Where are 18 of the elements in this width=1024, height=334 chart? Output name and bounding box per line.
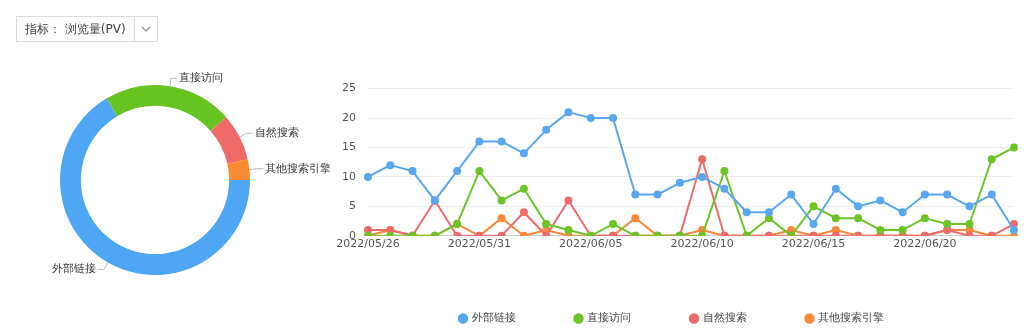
- slice-label: 直接访问: [179, 71, 224, 85]
- chart-title: 指标： 浏览量(PV): [24, 20, 127, 38]
- y-tick-label: 10: [342, 169, 356, 183]
- x-tick-label: 2022/06/20: [893, 237, 957, 251]
- y-tick-label: 5: [349, 199, 356, 213]
- x-tick-label: 2022/06/05: [559, 237, 623, 251]
- x-tick-label: 2022/06/10: [670, 237, 734, 251]
- y-tick-label: 20: [342, 110, 356, 124]
- legend-label: 其他搜索引擎: [818, 311, 884, 325]
- x-tick-label: 2022/05/31: [447, 237, 512, 251]
- y-tick-label: 25: [342, 81, 356, 95]
- y-tick-label: 15: [342, 140, 356, 154]
- slice-label: 自然搜索: [254, 126, 299, 140]
- legend-label: 自然搜索: [702, 311, 747, 325]
- x-tick-label: 2022/06/15: [781, 237, 846, 251]
- legend-label: 外部链接: [471, 311, 516, 325]
- slice-label: 外部链接: [51, 262, 96, 276]
- legend-label: 直接访问: [587, 311, 631, 325]
